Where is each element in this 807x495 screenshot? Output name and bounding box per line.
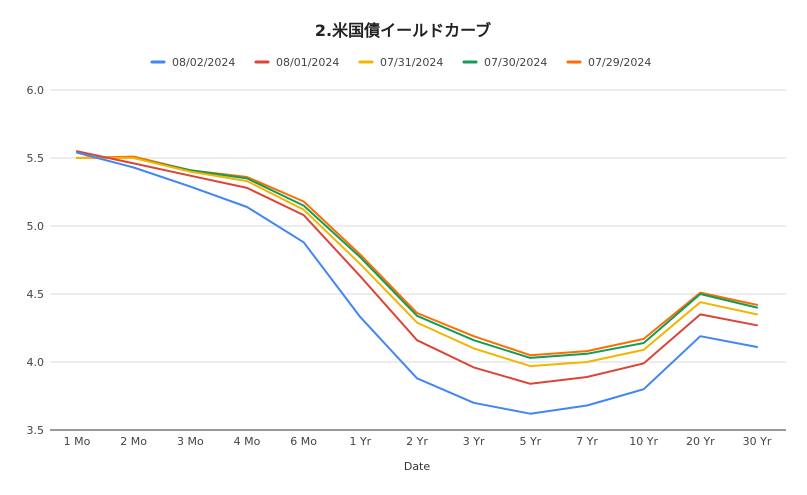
chart-series-lines (76, 150, 758, 415)
x-tick-label: 10 Yr (629, 435, 658, 448)
legend-label: 08/02/2024 (172, 56, 235, 69)
series-07-31-2024 (76, 157, 758, 368)
series-line (76, 155, 758, 357)
series-08-02-2024 (76, 151, 758, 415)
chart-legend: 08/02/2024 08/01/2024 07/31/2024 07/30/2024… (150, 56, 651, 69)
x-tick-label: 7 Yr (576, 435, 598, 448)
x-tick-label: 6 Mo (290, 435, 317, 448)
chart-title: 2.米国債イールドカーブ (315, 21, 491, 40)
series-line (76, 151, 758, 415)
series-line (76, 157, 758, 368)
series-07-30-2024 (76, 157, 758, 359)
y-tick-label: 6.0 (27, 84, 45, 97)
legend-item: 08/01/2024 (254, 56, 339, 69)
legend-item: 07/30/2024 (462, 56, 547, 69)
chart-gridlines (50, 89, 786, 431)
y-tick-label: 3.5 (27, 424, 45, 437)
y-axis-ticks: 3.5 4.0 4.5 5.0 5.5 6.0 (27, 84, 45, 437)
x-tick-label: 5 Yr (519, 435, 541, 448)
y-tick-label: 5.5 (27, 152, 45, 165)
y-tick-label: 4.0 (27, 356, 45, 369)
x-tick-label: 1 Mo (64, 435, 91, 448)
legend-label: 08/01/2024 (276, 56, 339, 69)
x-tick-label: 4 Mo (234, 435, 261, 448)
x-tick-label: 2 Mo (120, 435, 147, 448)
legend-label: 07/30/2024 (484, 56, 547, 69)
legend-label: 07/29/2024 (588, 56, 651, 69)
legend-item: 08/02/2024 (150, 56, 235, 69)
x-axis-label: Date (404, 460, 431, 473)
x-tick-label: 3 Yr (463, 435, 485, 448)
series-07-29-2024 (76, 155, 758, 357)
y-tick-label: 4.5 (27, 288, 45, 301)
legend-label: 07/31/2024 (380, 56, 443, 69)
legend-item: 07/31/2024 (358, 56, 443, 69)
x-tick-label: 1 Yr (349, 435, 371, 448)
series-line (76, 150, 758, 385)
x-tick-label: 3 Mo (177, 435, 204, 448)
x-tick-label: 2 Yr (406, 435, 428, 448)
series-08-01-2024 (76, 150, 758, 385)
series-line (76, 157, 758, 359)
x-axis-ticks: 1 Mo 2 Mo 3 Mo 4 Mo 6 Mo 1 Yr 2 Yr 3 Yr 5 Yr 7 Yr… (64, 435, 772, 448)
x-tick-label: 30 Yr (743, 435, 772, 448)
x-tick-label: 20 Yr (686, 435, 715, 448)
legend-item: 07/29/2024 (566, 56, 651, 69)
y-tick-label: 5.0 (27, 220, 45, 233)
